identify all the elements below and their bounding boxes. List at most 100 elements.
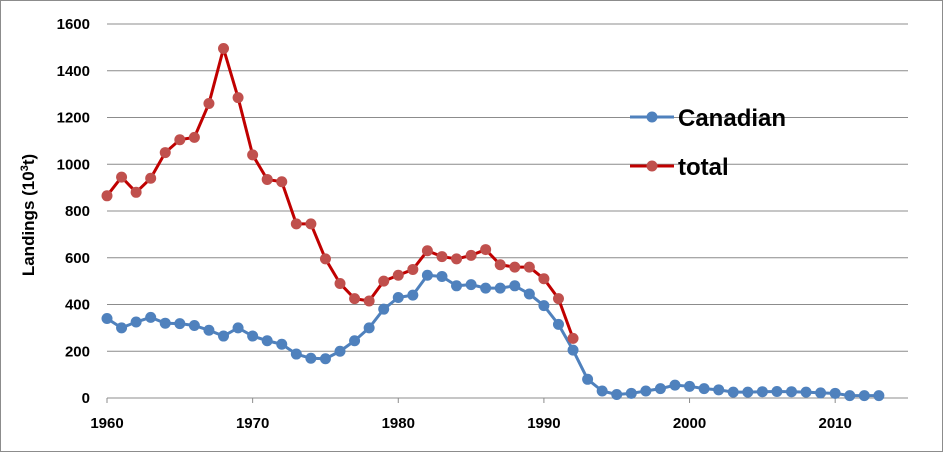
data-point-total-1978 (363, 295, 375, 307)
data-point-canadian-2006 (771, 385, 783, 397)
series-total (101, 43, 579, 344)
data-point-total-1986 (480, 244, 492, 256)
data-point-total-1980 (392, 269, 404, 281)
data-point-canadian-1996 (625, 387, 637, 399)
x-tick-labels: 1960 1970 1980 1990 2000 2010 (90, 398, 852, 432)
data-point-canadian-2002 (713, 384, 725, 396)
data-point-total-1970 (247, 149, 259, 161)
gridlines (107, 23, 908, 352)
data-point-total-1977 (349, 293, 361, 305)
data-point-canadian-1981 (407, 289, 419, 301)
y-tick-label-600: 600 (65, 250, 90, 267)
data-point-total-1966 (188, 131, 200, 143)
legend-marker-total (646, 160, 658, 172)
data-point-canadian-1967 (203, 324, 215, 336)
data-point-total-1989 (523, 261, 535, 273)
data-point-total-1982 (421, 245, 433, 257)
data-point-canadian-1986 (480, 282, 492, 294)
x-tick-label-2010: 2010 (818, 415, 851, 432)
data-point-total-1968 (218, 43, 230, 55)
legend-label-canadian: Canadian (678, 105, 786, 132)
data-point-canadian-1964 (159, 317, 171, 329)
data-point-total-1975 (319, 253, 331, 265)
data-point-canadian-1994 (596, 385, 608, 397)
data-point-canadian-2010 (829, 387, 841, 399)
data-point-total-1990 (538, 273, 550, 285)
data-point-canadian-1963 (145, 311, 157, 323)
y-tick-label-1000: 1000 (57, 156, 90, 173)
y-tick-label-400: 400 (65, 297, 90, 314)
y-axis-title: Landings (103t) (19, 154, 38, 276)
data-point-canadian-1972 (276, 338, 288, 350)
x-tick-label-1960: 1960 (90, 415, 123, 432)
data-point-total-1991 (552, 293, 564, 305)
data-point-total-1960 (101, 190, 113, 202)
x-tick-label-1990: 1990 (527, 415, 560, 432)
data-point-total-1983 (436, 251, 448, 263)
y-tick-label-1200: 1200 (57, 110, 90, 127)
data-point-total-1973 (290, 218, 302, 230)
data-point-canadian-1979 (378, 303, 390, 315)
data-point-canadian-1975 (319, 353, 331, 365)
legend-item-total: total (630, 154, 729, 181)
data-point-canadian-2003 (727, 386, 739, 398)
legend-label-total: total (678, 154, 729, 181)
y-tick-labels: 0 200 400 600 800 1000 1200 1400 1600 (57, 16, 90, 407)
data-point-total-1979 (378, 275, 390, 287)
data-point-total-1969 (232, 92, 244, 104)
series-layer (101, 43, 885, 402)
data-point-canadian-1968 (218, 330, 230, 342)
y-tick-label-1400: 1400 (57, 63, 90, 80)
data-point-canadian-2013 (873, 390, 885, 402)
data-point-canadian-1974 (305, 352, 317, 364)
data-point-canadian-1980 (392, 291, 404, 303)
data-point-canadian-1965 (174, 318, 186, 330)
legend: Canadian total (630, 105, 786, 181)
data-point-total-1985 (465, 249, 477, 261)
x-tick-label-2000: 2000 (673, 415, 706, 432)
data-point-total-1963 (145, 172, 157, 184)
data-point-canadian-1987 (494, 282, 506, 294)
data-point-canadian-2008 (800, 386, 812, 398)
data-point-canadian-1966 (188, 320, 200, 332)
data-point-canadian-2005 (756, 386, 768, 398)
data-point-total-1992 (567, 332, 579, 344)
data-point-canadian-1998 (654, 383, 666, 395)
y-tick-label-0: 0 (82, 390, 90, 407)
data-point-total-1964 (159, 147, 171, 159)
x-tick-label-1970: 1970 (236, 415, 269, 432)
data-point-canadian-2012 (858, 390, 870, 402)
data-point-total-1967 (203, 97, 215, 109)
x-tick-label-1980: 1980 (382, 415, 415, 432)
data-point-canadian-2000 (684, 380, 696, 392)
data-point-canadian-1983 (436, 270, 448, 282)
data-point-total-1974 (305, 218, 317, 230)
y-tick-label-800: 800 (65, 203, 90, 220)
data-point-total-1971 (261, 173, 273, 185)
data-point-canadian-1997 (640, 385, 652, 397)
data-point-canadian-1976 (334, 345, 346, 357)
data-point-total-1965 (174, 134, 186, 146)
series-line-total (105, 47, 575, 339)
data-point-canadian-1989 (523, 288, 535, 300)
data-point-canadian-1992 (567, 344, 579, 356)
data-point-canadian-1960 (101, 313, 113, 325)
data-point-canadian-1961 (116, 322, 128, 334)
data-point-canadian-1999 (669, 379, 681, 391)
y-tick-label-200: 200 (65, 343, 90, 360)
data-point-canadian-2001 (698, 383, 710, 395)
y-tick-label-1600: 1600 (57, 16, 90, 33)
data-point-total-1961 (116, 171, 128, 183)
legend-item-canadian: Canadian (630, 105, 786, 132)
data-point-canadian-1982 (421, 269, 433, 281)
data-point-total-1972 (276, 176, 288, 188)
data-point-canadian-1985 (465, 279, 477, 291)
data-point-canadian-1970 (247, 330, 259, 342)
data-point-canadian-2007 (785, 386, 797, 398)
data-point-canadian-2004 (742, 386, 754, 398)
data-point-canadian-1962 (130, 316, 142, 328)
data-point-total-1984 (451, 253, 463, 265)
data-point-canadian-2009 (815, 387, 827, 399)
